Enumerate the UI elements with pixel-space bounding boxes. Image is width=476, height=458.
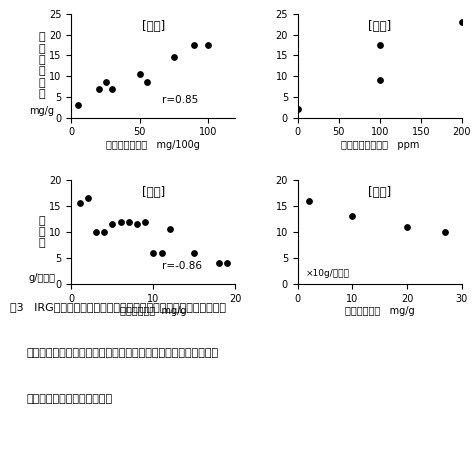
X-axis label: 根の鉄含有量  mg/g: 根の鉄含有量 mg/g [120, 306, 187, 316]
Point [102, 79, 109, 86]
Text: 根: 根 [39, 32, 45, 42]
Point [458, 18, 466, 26]
Point [100, 229, 108, 236]
Text: 鉄含有量および乾物重の関係: 鉄含有量および乾物重の関係 [26, 394, 112, 404]
Text: 量: 量 [39, 89, 45, 99]
Point [95, 85, 102, 92]
Point [294, 106, 301, 113]
Point [223, 260, 231, 267]
Text: 含: 含 [39, 66, 45, 76]
Point [442, 229, 449, 236]
Point [117, 218, 124, 225]
Text: mg/g: mg/g [30, 106, 54, 116]
Point [158, 249, 165, 256]
X-axis label: 根の鉄含有量   mg/g: 根の鉄含有量 mg/g [345, 306, 415, 316]
Point [348, 213, 356, 220]
Point [170, 54, 178, 61]
Point [215, 260, 223, 267]
Text: 物: 物 [39, 227, 45, 237]
Text: の: の [39, 44, 45, 54]
Point [166, 226, 174, 233]
Point [125, 218, 133, 225]
X-axis label: 土壌の二価鉄量   mg/100g: 土壌の二価鉄量 mg/100g [107, 140, 200, 150]
Text: r=-0.86: r=-0.86 [161, 262, 202, 272]
Text: 乾: 乾 [39, 216, 45, 225]
Text: ×10g/ポット: ×10g/ポット [306, 269, 350, 278]
Point [149, 249, 157, 256]
X-axis label: 栄養液二価鉄濃度   ppm: 栄養液二価鉄濃度 ppm [340, 140, 419, 150]
Point [141, 218, 149, 225]
Text: 図3   IRG残さを施用した土耕と栄養液の二価鉄濃度を変えた砂耕に: 図3 IRG残さを施用した土耕と栄養液の二価鉄濃度を変えた砂耕に [10, 302, 226, 312]
Point [109, 221, 116, 228]
Text: g/ポット: g/ポット [29, 273, 55, 283]
Point [376, 41, 384, 49]
Text: 重: 重 [39, 239, 45, 248]
Point [143, 79, 150, 86]
Text: [土耕]: [土耕] [142, 186, 165, 199]
Point [76, 200, 83, 207]
Text: 鉄: 鉄 [39, 55, 45, 65]
Point [133, 221, 141, 228]
Point [109, 85, 116, 92]
Point [92, 229, 100, 236]
Text: [砂耕]: [砂耕] [368, 186, 391, 199]
Point [190, 41, 198, 49]
Text: おける土壌の二価鉄量（栄養液の二価鉄濃度）、ソルガムの根の: おける土壌の二価鉄量（栄養液の二価鉄濃度）、ソルガムの根の [26, 348, 218, 358]
Point [403, 223, 411, 230]
Point [376, 76, 384, 84]
Text: 有: 有 [39, 78, 45, 88]
Point [204, 41, 212, 49]
Point [84, 195, 91, 202]
Text: [土耕]: [土耕] [142, 20, 165, 33]
Point [136, 71, 144, 78]
Text: r=0.85: r=0.85 [161, 95, 198, 105]
Point [305, 197, 312, 204]
Text: [砂耕]: [砂耕] [368, 20, 391, 33]
Point [190, 249, 198, 256]
Point [74, 102, 82, 109]
